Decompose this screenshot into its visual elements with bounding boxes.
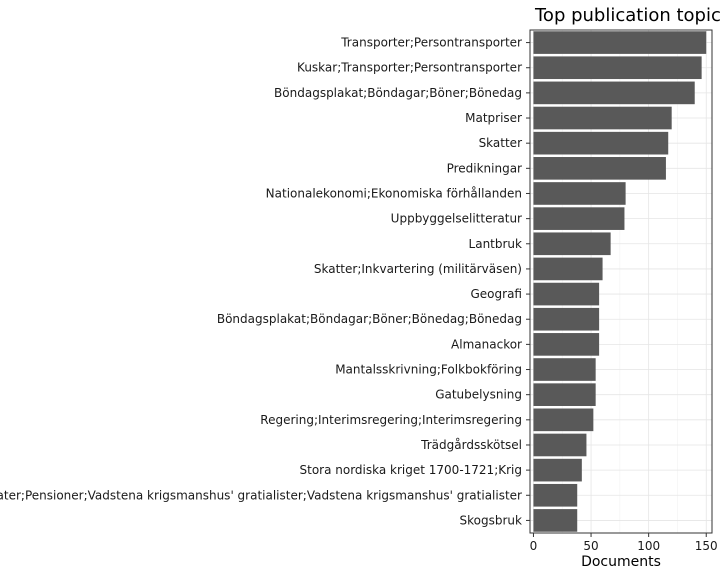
bar [533, 408, 594, 432]
category-label: Regering;Interimsregering;Interimsregeri… [260, 413, 522, 427]
bar [533, 433, 587, 457]
bar [533, 207, 625, 230]
category-label: Trädgårdsskötsel [420, 438, 522, 452]
category-label: Soldater;Pensioner;Vadstena krigsmanshus… [0, 488, 522, 502]
bar [533, 358, 596, 381]
category-label: Böndagsplakat;Böndagar;Böner;Bönedag [274, 86, 522, 100]
x-tick-label: 100 [637, 539, 660, 553]
category-label: Predikningar [447, 161, 522, 175]
category-label: Lantbruk [469, 237, 523, 251]
category-label: Nationalekonomi;Ekonomiska förhållanden [266, 186, 522, 200]
bar [533, 282, 600, 306]
bar [533, 483, 578, 507]
category-label: Almanackor [451, 337, 522, 351]
panel-border [529, 29, 713, 534]
category-label: Skogsbruk [460, 513, 523, 527]
category-labels: Transporter;Persontransporter Kuskar;Tran… [0, 36, 530, 527]
category-label: Geografi [471, 287, 523, 301]
category-label: Mantalsskrivning;Folkbokföring [335, 363, 522, 377]
x-axis: 0 50 100 150 [530, 533, 718, 553]
category-label: Uppbyggelselitteratur [391, 212, 522, 226]
bars [533, 31, 707, 532]
category-label: Kuskar;Transporter;Persontransporter [297, 61, 522, 75]
x-tick-label: 50 [583, 539, 598, 553]
bar [533, 56, 702, 80]
bar [533, 106, 672, 130]
category-label: Matpriser [465, 111, 522, 125]
category-label: Skatter;Inkvartering (militärväsen) [314, 262, 522, 276]
category-label: Stora nordiska kriget 1700-1721;Krig [300, 463, 523, 477]
bar [533, 307, 600, 331]
bar [533, 383, 596, 406]
panel-background [530, 30, 712, 533]
bar [533, 81, 695, 105]
bar [533, 333, 600, 356]
bar [533, 458, 582, 482]
bar [533, 182, 626, 205]
panel-frame [529, 29, 713, 534]
bar [533, 157, 666, 180]
category-label: Gatubelysning [435, 388, 522, 402]
bar [533, 257, 603, 281]
x-tick-label: 0 [530, 539, 538, 553]
bar [533, 31, 707, 54]
x-axis-title: Documents [581, 554, 661, 570]
category-label: Transporter;Persontransporter [340, 36, 522, 50]
plot-panel [530, 30, 712, 533]
bar [533, 509, 578, 532]
x-tick-label: 150 [695, 539, 718, 553]
chart-title: Top publication topics [534, 5, 720, 26]
category-label: Böndagsplakat;Böndagar;Böner;Bönedag;Bön… [217, 312, 522, 326]
bar [533, 232, 611, 256]
category-label: Skatter [479, 136, 523, 150]
bar [533, 131, 669, 155]
